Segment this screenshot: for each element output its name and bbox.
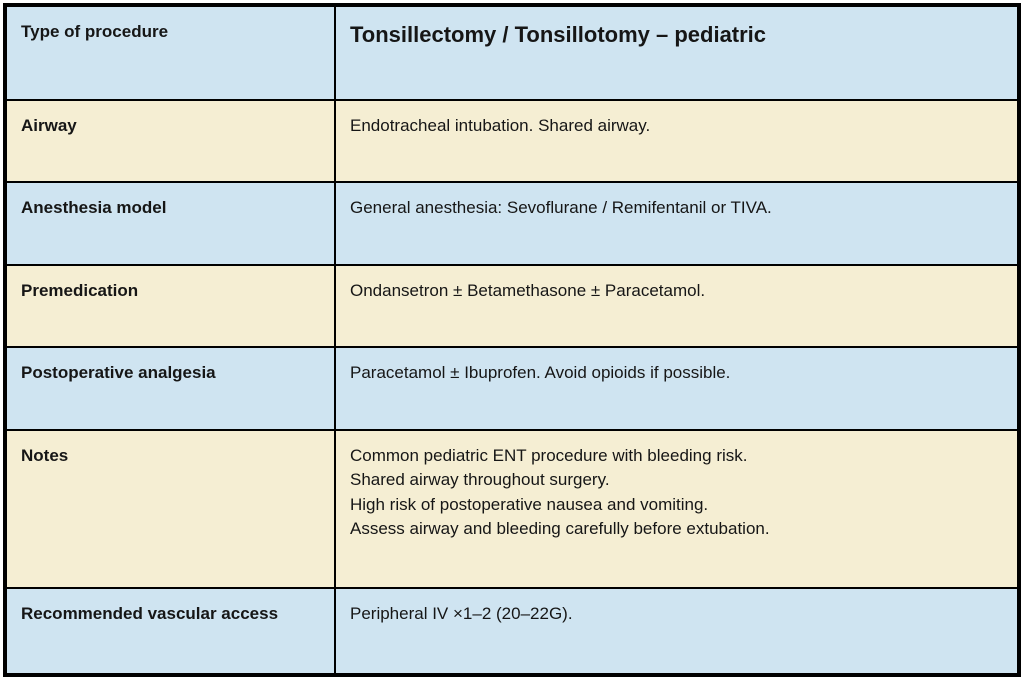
row-label-notes: Notes <box>4 428 336 590</box>
row-label-airway: Airway <box>4 98 336 184</box>
table-row-notes: Notes Common pediatric ENT procedure wit… <box>4 428 1020 590</box>
row-label-recommended-vascular-access: Recommended vascular access <box>4 587 336 676</box>
table-row-type-of-procedure: Type of procedure Tonsillectomy / Tonsil… <box>4 4 1020 101</box>
table-row-recommended-vascular-access: Recommended vascular access Peripheral I… <box>4 587 1020 676</box>
note-line-4: Assess airway and bleeding carefully bef… <box>350 519 770 539</box>
procedure-info-table: Type of procedure Tonsillectomy / Tonsil… <box>3 3 1021 677</box>
row-label-postoperative-analgesia: Postoperative analgesia <box>4 346 336 431</box>
table-row-anesthesia-model: Anesthesia model General anesthesia: Sev… <box>4 181 1020 266</box>
row-value-recommended-vascular-access: Peripheral IV ×1–2 (20–22G). <box>334 587 1020 676</box>
row-value-premedication: Ondansetron ± Betamethasone ± Paracetamo… <box>334 263 1020 349</box>
row-value-notes: Common pediatric ENT procedure with blee… <box>334 428 1020 590</box>
row-value-airway: Endotracheal intubation. Shared airway. <box>334 98 1020 184</box>
row-value-postoperative-analgesia: Paracetamol ± Ibuprofen. Avoid opioids i… <box>334 346 1020 431</box>
table-row-airway: Airway Endotracheal intubation. Shared a… <box>4 98 1020 184</box>
note-line-2: Shared airway throughout surgery. <box>350 470 610 490</box>
note-line-3: High risk of postoperative nausea and vo… <box>350 494 709 514</box>
row-label-anesthesia-model: Anesthesia model <box>4 181 336 266</box>
table-row-premedication: Premedication Ondansetron ± Betamethason… <box>4 263 1020 349</box>
row-label-type-of-procedure: Type of procedure <box>4 4 336 101</box>
procedure-title: Tonsillectomy / Tonsillotomy – pediatric <box>334 4 1020 101</box>
table-row-postoperative-analgesia: Postoperative analgesia Paracetamol ± Ib… <box>4 346 1020 431</box>
row-label-premedication: Premedication <box>4 263 336 349</box>
row-value-anesthesia-model: General anesthesia: Sevoflurane / Remife… <box>334 181 1020 266</box>
note-line-1: Common pediatric ENT procedure with blee… <box>350 445 748 465</box>
